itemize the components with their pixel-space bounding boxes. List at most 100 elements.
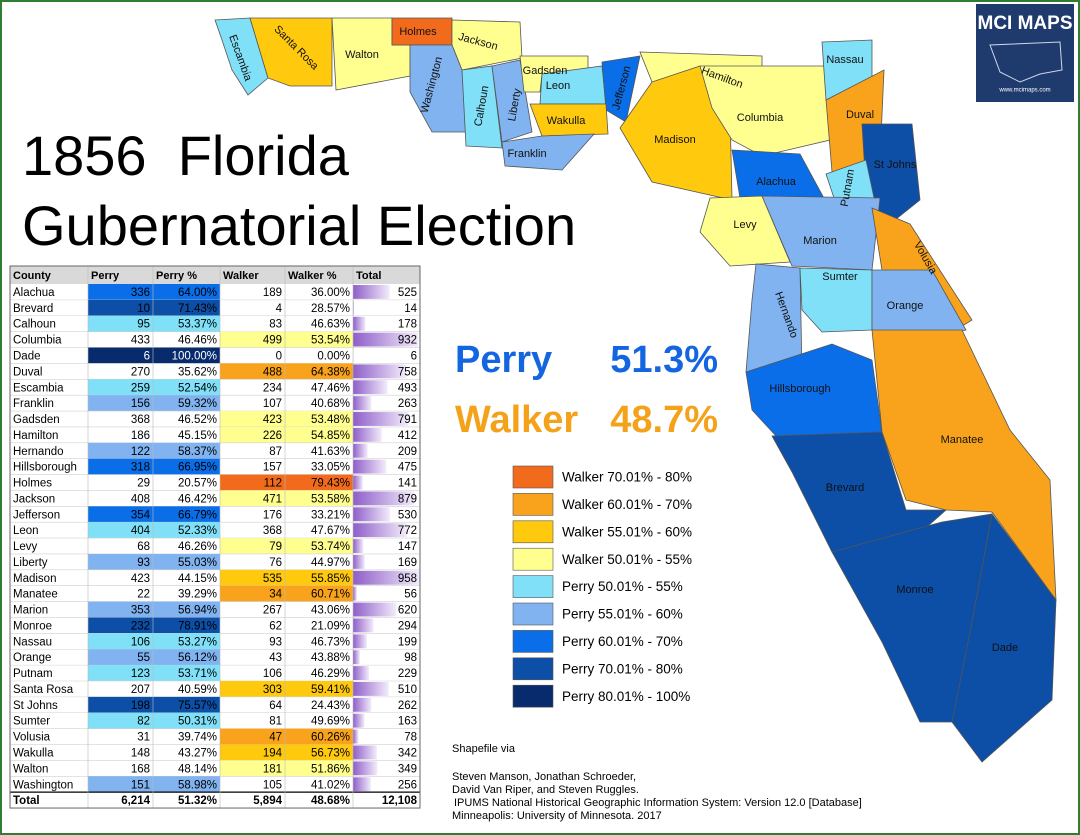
cell-highlight xyxy=(220,569,353,586)
cell-highlight xyxy=(88,776,220,793)
county-label: Sumter xyxy=(822,271,858,283)
cell: 49.69% xyxy=(311,716,350,728)
cell: 6 xyxy=(144,350,150,362)
cell: 6 xyxy=(411,350,417,362)
cell: 22 xyxy=(137,589,150,601)
cell: 141 xyxy=(398,478,417,490)
cell: 47.46% xyxy=(311,382,350,394)
cell: 262 xyxy=(398,700,417,712)
cell: Putnam xyxy=(13,668,53,680)
cell-highlight xyxy=(220,744,353,761)
total-bar xyxy=(353,523,407,538)
cell: 14 xyxy=(404,303,417,315)
cell: Nassau xyxy=(13,636,52,648)
legend-label: Walker 60.01% - 70% xyxy=(562,497,692,512)
cell: 46.29% xyxy=(311,668,350,680)
total-bar xyxy=(353,396,372,411)
cell-highlight xyxy=(88,522,220,539)
cell: 105 xyxy=(263,779,282,791)
county-label: Dade xyxy=(992,642,1018,654)
cell: 368 xyxy=(263,525,282,537)
cell: 408 xyxy=(131,493,150,505)
column-header: Perry % xyxy=(156,270,197,282)
cell-highlight xyxy=(88,506,220,523)
cell: 342 xyxy=(398,747,417,759)
total-bar xyxy=(353,777,371,792)
county-shape xyxy=(491,59,533,143)
cell: 488 xyxy=(263,366,282,378)
cell: 41.02% xyxy=(311,779,350,791)
total-cell: 12,108 xyxy=(382,795,418,807)
total-cell: 48.68% xyxy=(311,795,350,807)
county-shape xyxy=(799,267,873,333)
county-shape xyxy=(451,19,523,71)
cell: 163 xyxy=(398,716,417,728)
county-shape xyxy=(461,65,503,149)
cell: St Johns xyxy=(13,700,58,712)
cell: 40.59% xyxy=(178,684,217,696)
cell: 83 xyxy=(269,319,282,331)
cell: 52.33% xyxy=(178,525,217,537)
cell: 168 xyxy=(131,763,150,775)
cell: 229 xyxy=(398,668,417,680)
legend-swatch xyxy=(512,602,554,626)
cell: 879 xyxy=(398,493,417,505)
cell: 198 xyxy=(131,700,150,712)
cell: 207 xyxy=(131,684,150,696)
cell: 55.85% xyxy=(311,573,350,585)
cell-highlight xyxy=(88,712,220,729)
county-shape xyxy=(771,431,948,553)
cell-highlight xyxy=(88,633,220,650)
cell: Madison xyxy=(13,573,56,585)
cell: Holmes xyxy=(13,478,52,490)
logo-url: www.mcimaps.com xyxy=(998,88,1050,94)
cell: 758 xyxy=(398,366,417,378)
county-label: St Johns xyxy=(874,159,917,171)
cell: 71.43% xyxy=(178,303,217,315)
cell: 33.05% xyxy=(311,462,350,474)
cell: 34 xyxy=(269,589,282,601)
cell-highlight xyxy=(88,347,220,364)
cell: 620 xyxy=(398,605,417,617)
cell: 64.38% xyxy=(311,366,350,378)
cell: 66.79% xyxy=(178,509,217,521)
county-label: Walton xyxy=(345,49,379,61)
county-label: Duval xyxy=(846,109,874,121)
cell-highlight xyxy=(220,585,353,602)
total-bar xyxy=(353,634,367,649)
total-bar xyxy=(353,300,354,315)
cell: 471 xyxy=(263,493,282,505)
cell: 95 xyxy=(137,319,150,331)
cell: 44.15% xyxy=(178,573,217,585)
total-bar xyxy=(353,650,360,665)
cell: 43 xyxy=(269,652,282,664)
cell: 46.46% xyxy=(178,335,217,347)
cell: 147 xyxy=(398,541,417,553)
credit-line: IPUMS National Historical Geographic Inf… xyxy=(454,797,862,809)
cell: 53.27% xyxy=(178,636,217,648)
cell: 226 xyxy=(263,430,282,442)
cell: 43.27% xyxy=(178,747,217,759)
cell: 189 xyxy=(263,287,282,299)
cell: Orange xyxy=(13,652,51,664)
total-bar xyxy=(353,697,372,712)
county-shape xyxy=(501,133,595,171)
results: Perry 51.3% Walker 48.7% xyxy=(455,339,718,441)
cell: 60.26% xyxy=(311,732,350,744)
credit-line: Steven Manson, Jonathan Schroeder, xyxy=(452,771,636,783)
total-bar xyxy=(353,332,419,347)
legend-swatch xyxy=(512,547,554,571)
cell: Sumter xyxy=(13,716,50,728)
cell: 44.97% xyxy=(311,557,350,569)
cell-highlight xyxy=(88,299,220,316)
cell: 259 xyxy=(131,382,150,394)
cell: 148 xyxy=(131,747,150,759)
cell: Volusia xyxy=(13,732,51,744)
cell: 28.57% xyxy=(311,303,350,315)
cell: 78.91% xyxy=(178,620,217,632)
cell: Wakulla xyxy=(13,747,54,759)
total-bar xyxy=(353,570,420,585)
legend-label: Perry 60.01% - 70% xyxy=(562,634,683,649)
cell-highlight xyxy=(220,490,353,507)
cell: Jackson xyxy=(13,493,55,505)
